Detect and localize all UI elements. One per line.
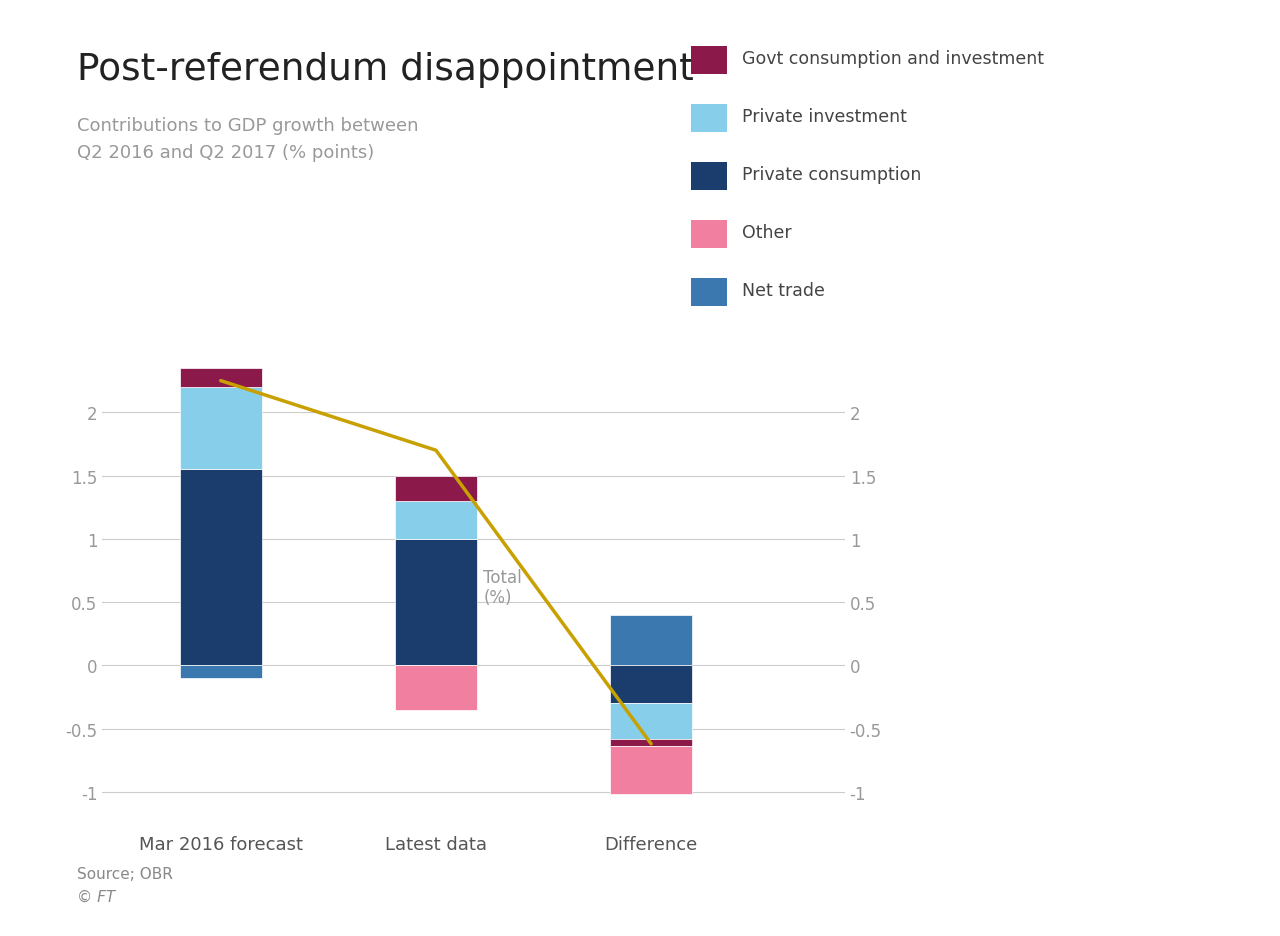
Bar (396, 502, 477, 539)
Bar (396, 476, 477, 502)
Text: Post-referendum disappointment: Post-referendum disappointment (77, 51, 694, 87)
Bar (180, 470, 261, 665)
Text: © FT: © FT (77, 889, 115, 904)
Text: Other: Other (742, 224, 792, 242)
Bar (180, 369, 261, 388)
Text: Total
(%): Total (%) (484, 568, 522, 607)
Text: Govt consumption and investment: Govt consumption and investment (742, 50, 1044, 68)
Bar (611, 739, 692, 747)
Text: Private consumption: Private consumption (742, 166, 922, 184)
Bar (611, 747, 692, 795)
Bar (180, 388, 261, 470)
Bar (611, 665, 692, 704)
Text: Net trade: Net trade (742, 282, 826, 300)
Bar (396, 539, 477, 665)
Bar (396, 665, 477, 709)
Bar (611, 704, 692, 739)
Bar (611, 615, 692, 665)
Text: Source; OBR: Source; OBR (77, 866, 173, 881)
Text: Private investment: Private investment (742, 108, 908, 126)
Bar (180, 665, 261, 679)
Text: Contributions to GDP growth between
Q2 2016 and Q2 2017 (% points): Contributions to GDP growth between Q2 2… (77, 117, 419, 161)
